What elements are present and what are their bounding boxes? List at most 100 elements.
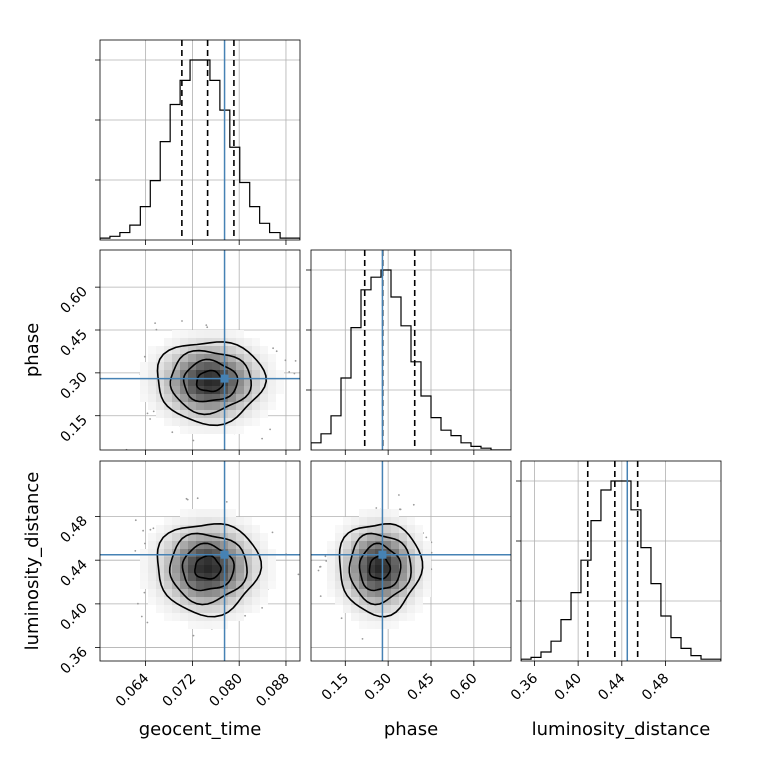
density-cell (188, 418, 196, 426)
density-cell (204, 541, 212, 549)
contour-line (194, 554, 222, 580)
density-cell (375, 517, 383, 525)
density-cell (236, 557, 244, 565)
x-tick-label: 0.48 (639, 671, 672, 704)
density-cell (140, 549, 148, 557)
density-cell (268, 354, 276, 362)
density-cell (164, 370, 172, 378)
density-cell (180, 386, 188, 394)
y-tick-label: 0.44 (57, 557, 90, 590)
density-cell (212, 370, 220, 378)
x-tick-label: 0.080 (206, 671, 246, 711)
density-cell (407, 597, 415, 605)
density-cell (260, 354, 268, 362)
density-cell (196, 378, 204, 386)
density-cell (156, 533, 164, 541)
density-cell (415, 581, 423, 589)
density-cell (236, 362, 244, 370)
density-cell (212, 330, 220, 338)
density-cell (172, 589, 180, 597)
density-cell (391, 525, 399, 533)
x-tick-label: 0.40 (552, 671, 585, 704)
sample-point (319, 566, 321, 568)
density-cell (236, 517, 244, 525)
density-cell (164, 533, 172, 541)
density-cell (164, 549, 172, 557)
density-cell (268, 557, 276, 565)
density-cell (196, 402, 204, 410)
density-cell (164, 378, 172, 386)
density-cell (156, 525, 164, 533)
density-cell (399, 581, 407, 589)
density-cell (327, 589, 335, 597)
density-cell (156, 410, 164, 418)
density-cell (367, 605, 375, 613)
density-cell (172, 613, 180, 621)
sample-point (244, 614, 247, 617)
density-cell (188, 605, 196, 613)
density-cell (399, 565, 407, 573)
density-cell (148, 378, 156, 386)
density-cell (236, 378, 244, 386)
density-cell (164, 557, 172, 565)
sample-point (149, 528, 152, 531)
density-cell (415, 597, 423, 605)
density-cell (212, 402, 220, 410)
density-cell (252, 354, 260, 362)
density-cell (391, 613, 399, 621)
density-cell (244, 338, 252, 346)
sample-point (206, 326, 209, 329)
density-cell (252, 338, 260, 346)
density-layer (134, 497, 300, 637)
sample-point (398, 494, 400, 496)
sample-point (154, 322, 157, 324)
density-cell (351, 533, 359, 541)
density-cell (268, 386, 276, 394)
density-cell (335, 533, 343, 541)
density-cell (252, 402, 260, 410)
density-cell (268, 362, 276, 370)
density-cell (196, 509, 204, 517)
sample-point (146, 412, 149, 415)
density-cell (236, 386, 244, 394)
density-cell (268, 581, 276, 589)
density-cell (327, 549, 335, 557)
density-cell (359, 589, 367, 597)
density-cell (172, 354, 180, 362)
sample-point (425, 536, 428, 539)
density-cell (228, 386, 236, 394)
density-cell (423, 557, 431, 565)
density-cell (188, 330, 196, 338)
density-cell (180, 597, 188, 605)
density-cell (180, 549, 188, 557)
density-cell (260, 394, 268, 402)
sample-point (272, 347, 274, 350)
sample-point (288, 371, 291, 373)
density-cell (180, 418, 188, 426)
density-cell (359, 517, 367, 525)
density-cell (188, 613, 196, 621)
panel-geocent_time (95, 39, 301, 245)
x-tick-label: 0.30 (362, 671, 395, 704)
density-cell (180, 517, 188, 525)
density-cell (188, 386, 196, 394)
density-cell (252, 410, 260, 418)
density-cell (228, 525, 236, 533)
density-cell (252, 541, 260, 549)
sample-point (294, 360, 297, 362)
density-cell (252, 378, 260, 386)
x-tick-label: 0.15 (319, 671, 352, 704)
density-cell (399, 549, 407, 557)
sample-point (430, 551, 433, 554)
density-cell (196, 613, 204, 621)
density-cell (415, 605, 423, 613)
density-cell (156, 549, 164, 557)
y-tick-label: 0.40 (57, 600, 90, 633)
density-cell (399, 589, 407, 597)
density-cell (391, 517, 399, 525)
density-cell (156, 362, 164, 370)
density-cell (172, 573, 180, 581)
density-cell (180, 426, 188, 434)
density-cell (276, 386, 284, 394)
density-cell (359, 597, 367, 605)
